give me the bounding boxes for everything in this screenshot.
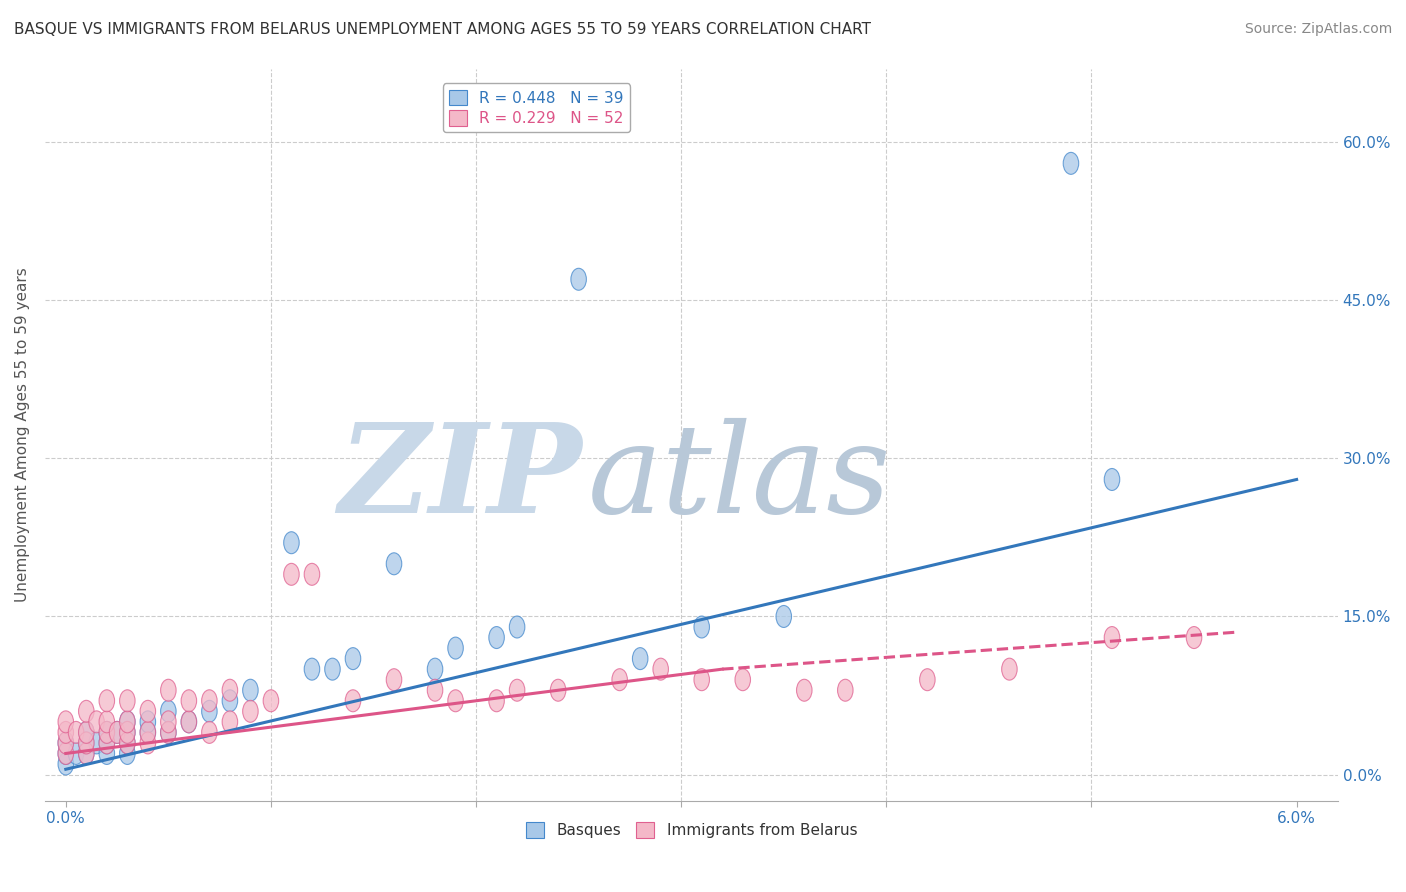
Y-axis label: Unemployment Among Ages 55 to 59 years: Unemployment Among Ages 55 to 59 years — [15, 268, 30, 602]
Ellipse shape — [243, 679, 259, 701]
Ellipse shape — [58, 742, 73, 764]
Ellipse shape — [120, 711, 135, 733]
Ellipse shape — [98, 722, 114, 743]
Ellipse shape — [489, 690, 505, 712]
Ellipse shape — [160, 700, 176, 723]
Ellipse shape — [509, 616, 524, 638]
Ellipse shape — [776, 606, 792, 627]
Ellipse shape — [181, 711, 197, 733]
Ellipse shape — [120, 732, 135, 754]
Ellipse shape — [427, 679, 443, 701]
Ellipse shape — [89, 711, 104, 733]
Ellipse shape — [120, 742, 135, 764]
Ellipse shape — [652, 658, 668, 680]
Ellipse shape — [79, 722, 94, 743]
Ellipse shape — [201, 700, 217, 723]
Ellipse shape — [58, 711, 73, 733]
Ellipse shape — [141, 700, 156, 723]
Ellipse shape — [838, 679, 853, 701]
Ellipse shape — [141, 711, 156, 733]
Ellipse shape — [141, 732, 156, 754]
Ellipse shape — [181, 690, 197, 712]
Ellipse shape — [58, 722, 73, 743]
Ellipse shape — [69, 722, 84, 743]
Ellipse shape — [120, 722, 135, 743]
Ellipse shape — [1187, 626, 1202, 648]
Ellipse shape — [387, 553, 402, 574]
Ellipse shape — [120, 722, 135, 743]
Ellipse shape — [695, 616, 710, 638]
Ellipse shape — [509, 679, 524, 701]
Text: ZIP: ZIP — [337, 417, 582, 540]
Ellipse shape — [304, 658, 319, 680]
Ellipse shape — [797, 679, 813, 701]
Ellipse shape — [58, 732, 73, 754]
Ellipse shape — [387, 669, 402, 690]
Ellipse shape — [79, 700, 94, 723]
Ellipse shape — [304, 564, 319, 585]
Ellipse shape — [89, 732, 104, 754]
Ellipse shape — [447, 690, 464, 712]
Ellipse shape — [1063, 153, 1078, 174]
Ellipse shape — [222, 679, 238, 701]
Ellipse shape — [263, 690, 278, 712]
Ellipse shape — [201, 722, 217, 743]
Text: atlas: atlas — [588, 417, 891, 540]
Ellipse shape — [120, 732, 135, 754]
Ellipse shape — [98, 711, 114, 733]
Text: Source: ZipAtlas.com: Source: ZipAtlas.com — [1244, 22, 1392, 37]
Text: BASQUE VS IMMIGRANTS FROM BELARUS UNEMPLOYMENT AMONG AGES 55 TO 59 YEARS CORRELA: BASQUE VS IMMIGRANTS FROM BELARUS UNEMPL… — [14, 22, 872, 37]
Ellipse shape — [1104, 468, 1119, 491]
Ellipse shape — [98, 742, 114, 764]
Ellipse shape — [120, 711, 135, 733]
Ellipse shape — [571, 268, 586, 290]
Ellipse shape — [181, 711, 197, 733]
Ellipse shape — [550, 679, 565, 701]
Ellipse shape — [58, 753, 73, 775]
Ellipse shape — [222, 690, 238, 712]
Ellipse shape — [284, 564, 299, 585]
Ellipse shape — [201, 690, 217, 712]
Legend: Basques, Immigrants from Belarus: Basques, Immigrants from Belarus — [519, 816, 863, 845]
Ellipse shape — [489, 626, 505, 648]
Ellipse shape — [160, 679, 176, 701]
Ellipse shape — [222, 711, 238, 733]
Ellipse shape — [141, 722, 156, 743]
Ellipse shape — [160, 722, 176, 743]
Ellipse shape — [79, 732, 94, 754]
Ellipse shape — [79, 742, 94, 764]
Ellipse shape — [1104, 626, 1119, 648]
Ellipse shape — [98, 690, 114, 712]
Ellipse shape — [427, 658, 443, 680]
Ellipse shape — [79, 732, 94, 754]
Ellipse shape — [69, 742, 84, 764]
Ellipse shape — [98, 732, 114, 754]
Ellipse shape — [325, 658, 340, 680]
Ellipse shape — [346, 690, 361, 712]
Ellipse shape — [160, 722, 176, 743]
Ellipse shape — [695, 669, 710, 690]
Ellipse shape — [120, 690, 135, 712]
Ellipse shape — [110, 722, 125, 743]
Ellipse shape — [58, 732, 73, 754]
Ellipse shape — [346, 648, 361, 670]
Ellipse shape — [110, 722, 125, 743]
Ellipse shape — [633, 648, 648, 670]
Ellipse shape — [1001, 658, 1017, 680]
Ellipse shape — [79, 742, 94, 764]
Ellipse shape — [141, 722, 156, 743]
Ellipse shape — [98, 732, 114, 754]
Ellipse shape — [79, 722, 94, 743]
Ellipse shape — [160, 711, 176, 733]
Ellipse shape — [612, 669, 627, 690]
Ellipse shape — [447, 637, 464, 659]
Ellipse shape — [735, 669, 751, 690]
Ellipse shape — [243, 700, 259, 723]
Ellipse shape — [98, 722, 114, 743]
Ellipse shape — [284, 532, 299, 554]
Ellipse shape — [920, 669, 935, 690]
Ellipse shape — [58, 742, 73, 764]
